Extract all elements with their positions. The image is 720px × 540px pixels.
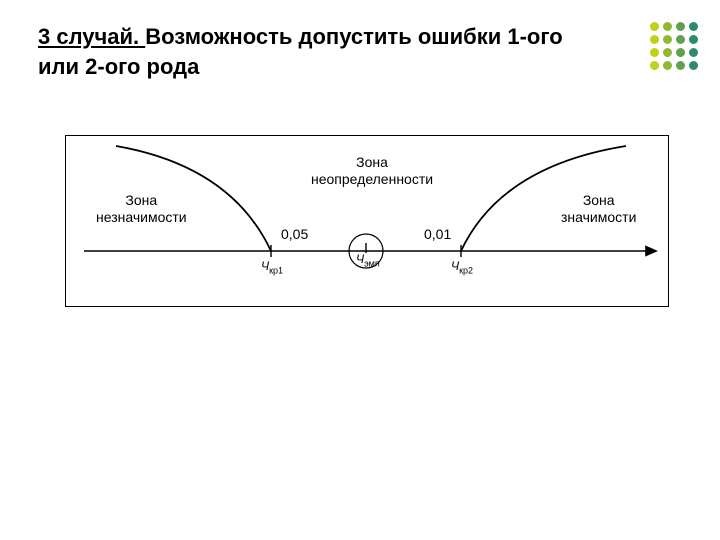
grid-dot	[676, 22, 685, 31]
grid-dot	[650, 22, 659, 31]
zone-insignificance: Зона незначимости	[96, 192, 187, 226]
grid-dot	[663, 22, 672, 31]
grid-dot	[663, 35, 672, 44]
grid-dot	[676, 35, 685, 44]
grid-dot	[650, 61, 659, 70]
alpha-right-value: 0,01	[424, 226, 451, 242]
grid-dot	[689, 35, 698, 44]
axis-arrowhead	[645, 245, 658, 256]
diagram-container: Зона незначимости Зона неопределенности …	[65, 135, 669, 307]
grid-dot	[689, 48, 698, 57]
grid-dot	[676, 61, 685, 70]
grid-dot	[663, 48, 672, 57]
tick-label-kr2: Чкр2	[451, 259, 473, 275]
grid-dot	[650, 35, 659, 44]
zone-uncertainty: Зона неопределенности	[311, 154, 433, 188]
alpha-left-value: 0,05	[281, 226, 308, 242]
grid-dot	[689, 61, 698, 70]
grid-dot	[663, 61, 672, 70]
title-case-prefix: 3 случай.	[38, 24, 145, 49]
tick-label-kr1: Чкр1	[261, 259, 283, 275]
zone-significance: Зона значимости	[561, 192, 636, 226]
grid-dot	[689, 22, 698, 31]
grid-dot	[676, 48, 685, 57]
center-label: Чэмп	[356, 252, 380, 268]
decorative-dot-grid	[648, 20, 700, 72]
page-title: 3 случай. Возможность допустить ошибки 1…	[38, 22, 598, 81]
grid-dot	[650, 48, 659, 57]
